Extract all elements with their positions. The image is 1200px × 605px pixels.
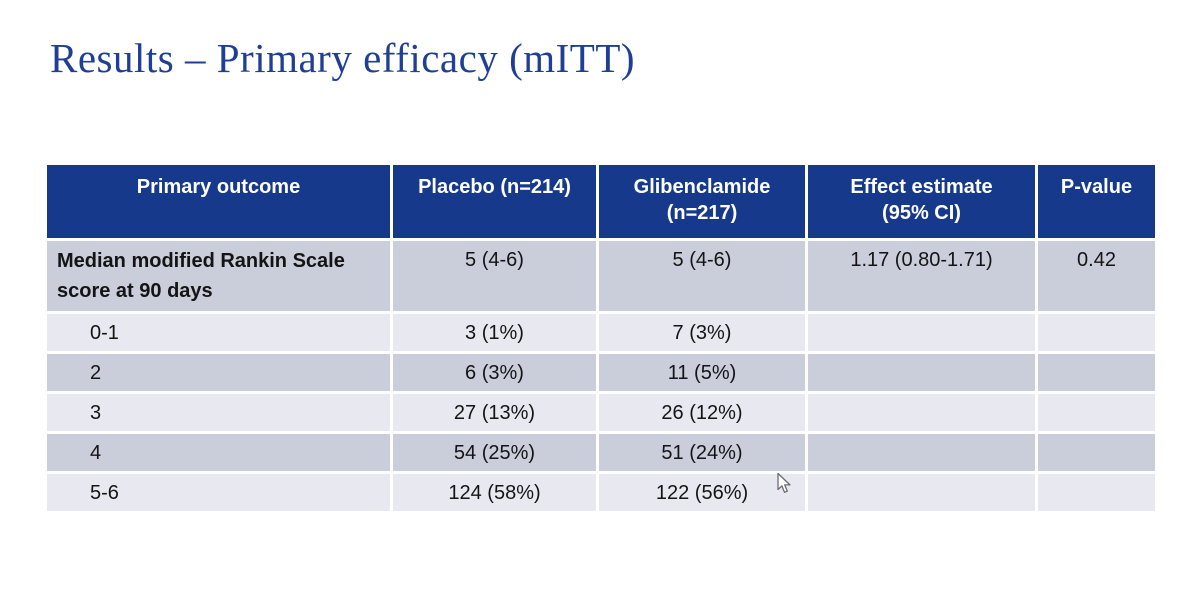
- cell-effect-estimate: [805, 431, 1038, 474]
- cell-outcome: 5-6: [44, 471, 393, 514]
- cell-placebo: 27 (13%): [390, 391, 599, 434]
- cell-glibenclamide: 122 (56%): [596, 471, 808, 514]
- cell-p-value: [1035, 471, 1158, 514]
- cell-p-value: [1035, 431, 1158, 474]
- table-header-row: Primary outcome Placebo (n=214) Glibencl…: [44, 162, 1158, 241]
- table-row-mrs-4: 4 54 (25%) 51 (24%): [44, 431, 1158, 474]
- cell-placebo: 124 (58%): [390, 471, 599, 514]
- cell-effect-estimate: [805, 311, 1038, 354]
- cell-placebo: 6 (3%): [390, 351, 599, 394]
- cell-glibenclamide: 26 (12%): [596, 391, 808, 434]
- cell-glibenclamide: 11 (5%): [596, 351, 808, 394]
- cell-placebo: 54 (25%): [390, 431, 599, 474]
- results-table: Primary outcome Placebo (n=214) Glibencl…: [44, 162, 1158, 514]
- cell-effect-estimate: [805, 471, 1038, 514]
- mouse-cursor-icon: [777, 472, 791, 493]
- cell-p-value: [1035, 351, 1158, 394]
- table-row-mrs-5-6: 5-6 124 (58%) 122 (56%): [44, 471, 1158, 514]
- cell-effect-estimate: [805, 391, 1038, 434]
- cell-p-value: 0.42: [1035, 238, 1158, 314]
- table-row-mrs-3: 3 27 (13%) 26 (12%): [44, 391, 1158, 434]
- cell-glibenclamide: 5 (4-6): [596, 238, 808, 314]
- column-header-p-value: P-value: [1035, 162, 1158, 241]
- column-header-glibenclamide: Glibenclamide (n=217): [596, 162, 808, 241]
- column-header-primary-outcome: Primary outcome: [44, 162, 393, 241]
- cell-outcome: Median modified Rankin Scale score at 90…: [44, 238, 393, 314]
- cell-outcome: 2: [44, 351, 393, 394]
- cell-placebo: 3 (1%): [390, 311, 599, 354]
- cell-effect-estimate: [805, 351, 1038, 394]
- table-row-mrs-2: 2 6 (3%) 11 (5%): [44, 351, 1158, 394]
- cell-placebo: 5 (4-6): [390, 238, 599, 314]
- cell-outcome: 3: [44, 391, 393, 434]
- cell-p-value: [1035, 311, 1158, 354]
- table-row-mrs-0-1: 0-1 3 (1%) 7 (3%): [44, 311, 1158, 354]
- cell-effect-estimate: 1.17 (0.80-1.71): [805, 238, 1038, 314]
- column-header-placebo: Placebo (n=214): [390, 162, 599, 241]
- cell-outcome: 4: [44, 431, 393, 474]
- column-header-effect-estimate: Effect estimate (95% CI): [805, 162, 1038, 241]
- cell-glibenclamide: 7 (3%): [596, 311, 808, 354]
- slide-title: Results – Primary efficacy (mITT): [50, 35, 636, 81]
- table-row-median-mrs: Median modified Rankin Scale score at 90…: [44, 238, 1158, 314]
- cell-glibenclamide: 51 (24%): [596, 431, 808, 474]
- cell-outcome: 0-1: [44, 311, 393, 354]
- cell-p-value: [1035, 391, 1158, 434]
